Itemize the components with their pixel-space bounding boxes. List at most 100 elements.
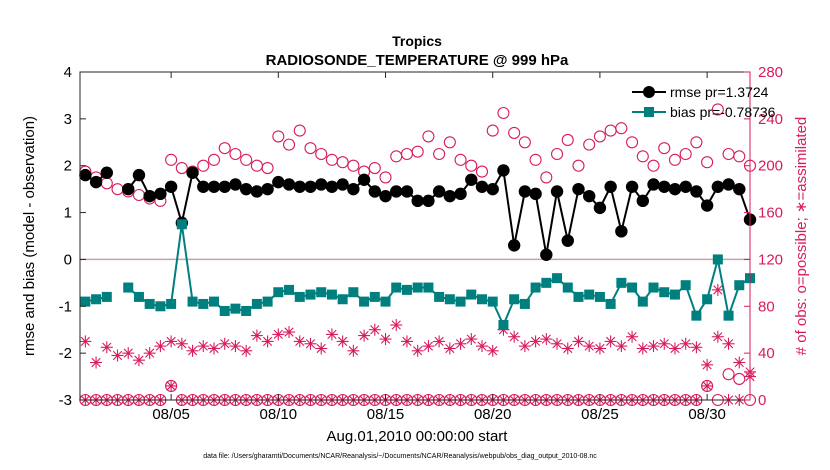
- y-right-tick-label: 0: [758, 392, 766, 409]
- assimilated-obs-point: [486, 344, 499, 357]
- asterisk-stroke: [327, 329, 337, 340]
- bias-point: [412, 282, 423, 293]
- possible-obs-point: [229, 147, 242, 161]
- plot-area: [79, 103, 757, 407]
- assimilated-obs-point: [122, 347, 135, 360]
- x-axis-label: Aug.01,2010 00:00:00 start: [327, 428, 509, 445]
- legend-entry-bias: bias pr=-0.78736: [632, 104, 776, 120]
- y-axis-label-right: # of obs: o=possible; ∗=assimilated: [793, 117, 810, 356]
- bias-point: [176, 219, 187, 230]
- chart-subtitle: RADIOSONDE_TEMPERATURE @ 999 hPa: [266, 52, 569, 69]
- asterisk-stroke: [573, 336, 584, 347]
- x-tick-label: 08/05: [152, 406, 190, 423]
- asterisk-stroke: [295, 336, 305, 347]
- bias-point: [573, 291, 584, 302]
- bias-point: [498, 320, 509, 331]
- possible-obs-point: [422, 130, 435, 143]
- assimilated-obs-point: [593, 342, 606, 355]
- asterisk-stroke: [466, 334, 476, 344]
- asterisk-stroke: [616, 341, 626, 351]
- assimilated-obs-point: [304, 337, 317, 350]
- asterisk-stroke: [455, 339, 466, 349]
- rmse-point: [679, 180, 692, 193]
- asterisk-stroke: [187, 346, 198, 356]
- rmse-point: [304, 180, 317, 193]
- legend: rmse pr=1.3724 bias pr=-0.78736: [632, 84, 776, 120]
- assimilated-obs-point: [443, 342, 456, 355]
- asterisk-stroke: [338, 336, 348, 347]
- possible-obs-point: [465, 159, 478, 172]
- possible-obs-point: [272, 130, 285, 143]
- rmse-point: [422, 194, 435, 208]
- possible-obs-point: [433, 147, 446, 161]
- bias-point: [241, 305, 252, 316]
- possible-obs-point: [175, 162, 188, 175]
- assimilated-obs-point: [465, 333, 478, 346]
- possible-obs-point: [733, 150, 746, 163]
- asterisk-stroke: [713, 285, 723, 295]
- assimilated-obs-point: [540, 333, 553, 346]
- possible-obs-point: [540, 171, 553, 184]
- possible-obs-point: [304, 142, 317, 155]
- rmse-point: [636, 194, 649, 208]
- assimilated-obs-point: [411, 344, 424, 357]
- assimilated-obs-point: [336, 335, 349, 348]
- assimilated-obs-point: [658, 337, 671, 350]
- assimilated-obs-point: [604, 335, 617, 348]
- rmse-point: [100, 166, 114, 179]
- rmse-point: [336, 178, 349, 191]
- possible-obs-point: [690, 136, 703, 149]
- rmse-point: [411, 194, 424, 208]
- bias-point: [326, 289, 337, 300]
- rmse-point: [347, 182, 360, 196]
- asterisk-stroke: [102, 342, 112, 352]
- bias-point: [434, 291, 445, 302]
- assimilated-obs-point: [368, 323, 381, 336]
- assimilated-obs-point: [615, 340, 628, 353]
- bias-point: [316, 287, 327, 298]
- asterisk-stroke: [713, 332, 723, 342]
- assimilated-obs-point: [293, 335, 306, 348]
- asterisk-stroke: [595, 343, 605, 354]
- rmse-point: [272, 175, 285, 189]
- assimilated-obs-point: [476, 340, 488, 353]
- rmse-point: [507, 239, 521, 252]
- rmse-point: [625, 180, 639, 193]
- possible-obs-point: [315, 147, 328, 161]
- y-right-tick-label: 160: [758, 205, 783, 222]
- legend-marker: [644, 107, 654, 117]
- bias-point: [530, 282, 541, 293]
- y-left-tick-label: -1: [59, 298, 72, 315]
- x-tick-label: 08/20: [474, 406, 512, 423]
- asterisk-stroke: [584, 341, 594, 351]
- x-tick-label: 08/10: [260, 406, 298, 423]
- bias-point: [133, 291, 144, 302]
- asterisk-stroke: [145, 348, 155, 358]
- bias-point: [144, 298, 155, 309]
- rmse-point: [197, 180, 210, 193]
- asterisk-stroke: [80, 336, 90, 347]
- asterisk-stroke: [359, 330, 369, 341]
- assimilated-obs-point: [583, 340, 596, 353]
- assimilated-obs-point: [240, 344, 253, 357]
- rmse-point: [550, 185, 564, 198]
- asterisk-stroke: [209, 343, 219, 354]
- bias-point: [91, 294, 102, 305]
- bias-point: [230, 303, 241, 314]
- possible-obs-point: [701, 156, 714, 169]
- possible-obs-point: [508, 126, 521, 139]
- asterisk-stroke: [434, 336, 444, 347]
- assimilated-obs-point: [261, 335, 274, 348]
- rmse-point: [164, 180, 178, 193]
- possible-obs-point: [411, 145, 424, 158]
- asterisk-stroke: [638, 343, 648, 354]
- rmse-point: [690, 185, 703, 198]
- possible-obs-point: [722, 147, 735, 161]
- assimilated-obs-point: [422, 340, 435, 353]
- possible-obs-point: [207, 153, 221, 166]
- possible-obs-point: [593, 130, 606, 143]
- possible-obs-point: [336, 156, 349, 169]
- y-left-tick-label: 4: [64, 64, 72, 81]
